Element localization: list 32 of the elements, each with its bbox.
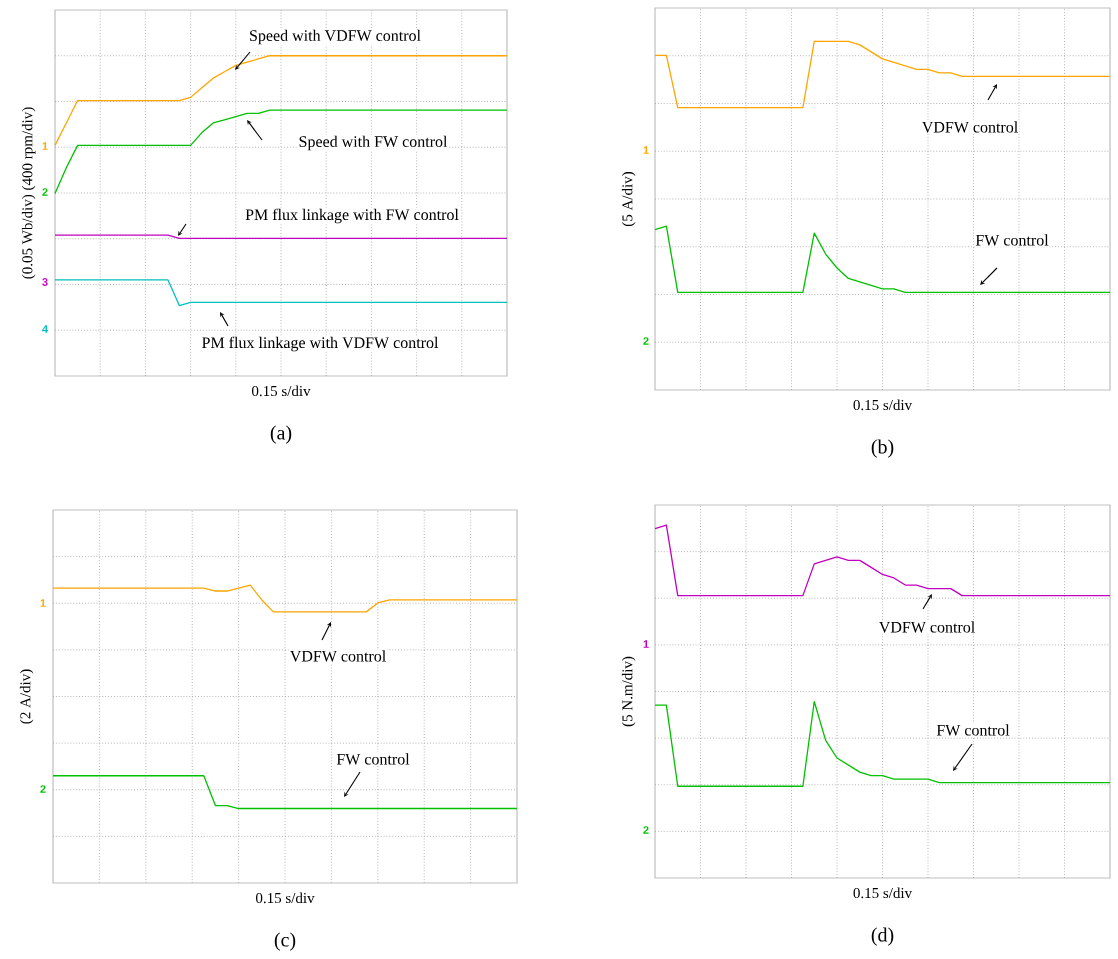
annotation: FW control (975, 234, 1049, 246)
text: 2 (40, 785, 46, 793)
y-axis-title: (5 A/div) (621, 171, 636, 227)
annotation: VDFW control (878, 621, 975, 633)
text: 1 (643, 146, 649, 154)
annotation: Speed with FW control (299, 135, 448, 151)
text: 2 (42, 188, 48, 196)
text: 4 (42, 325, 48, 333)
y-axis-title: (0.05 Wb/div) (400 rpm/div) (21, 107, 36, 279)
text: 2 (643, 337, 649, 345)
text: 2 (643, 826, 649, 834)
text: 3 (42, 278, 48, 286)
text: (b) (871, 439, 894, 458)
x-axis-title: 0.15 s/div (251, 385, 311, 397)
text: (c) (274, 932, 296, 951)
annotation: FW control (336, 753, 410, 765)
text: (d) (871, 927, 894, 946)
x-axis-title: 0.15 s/div (853, 887, 913, 899)
text: Speed with VDFW control (250, 29, 421, 45)
annotation: VDFW control (289, 650, 386, 662)
annotation: FW control (936, 724, 1010, 736)
x-axis-title: 0.15 s/div (255, 892, 315, 904)
text: (a) (270, 425, 292, 444)
x-axis-title: 0.15 s/div (853, 399, 913, 411)
annotation: PM flux linkage with FW control (245, 208, 459, 224)
text: 1 (42, 142, 48, 150)
annotation: VDFW control (921, 121, 1018, 133)
text: 1 (643, 640, 649, 648)
y-axis-title: (5 N.m/div) (621, 656, 636, 727)
text: 1 (40, 599, 46, 607)
y-axis-title: (2 A/div) (19, 669, 34, 724)
annotation: PM flux linkage with VDFW control (202, 336, 439, 352)
